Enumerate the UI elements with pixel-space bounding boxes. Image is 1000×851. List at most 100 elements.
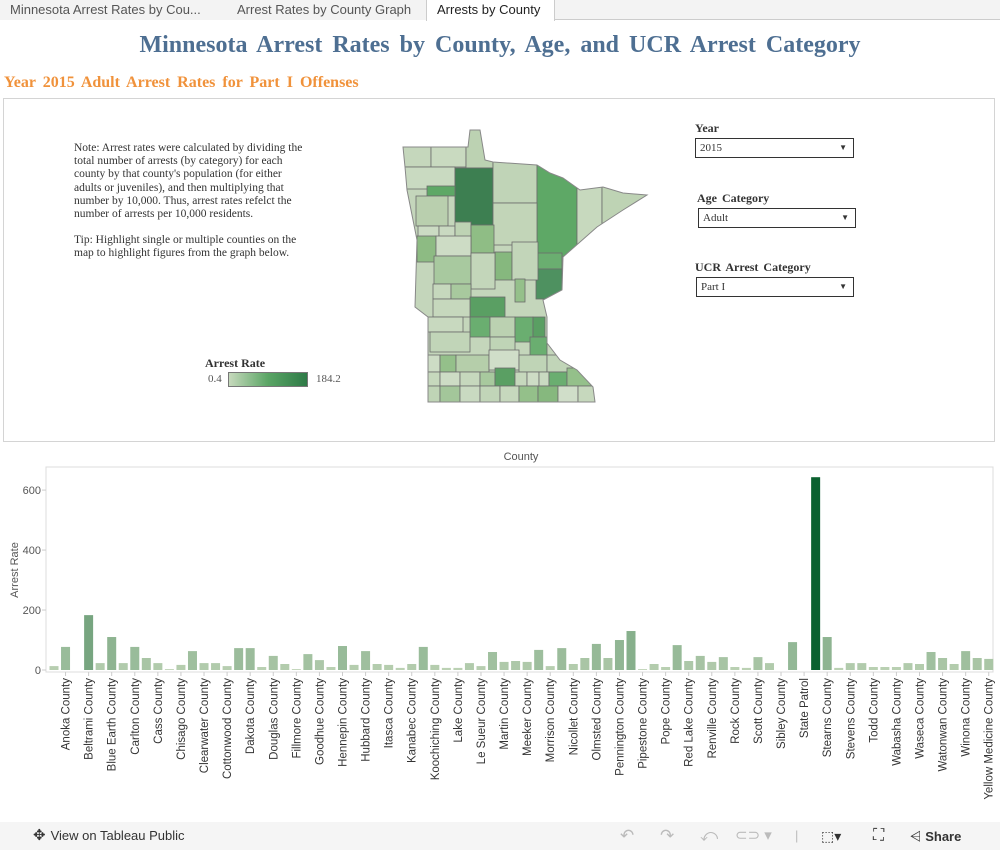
bar[interactable]	[199, 663, 209, 670]
bar[interactable]	[153, 663, 163, 670]
county-shapes[interactable]	[400, 125, 655, 410]
bar[interactable]	[441, 667, 451, 670]
bar[interactable]	[557, 648, 567, 670]
bar[interactable]	[695, 655, 705, 670]
bar[interactable]	[476, 666, 486, 670]
ucr-dropdown[interactable]: Part I ▼	[696, 277, 854, 297]
bar[interactable]	[326, 667, 336, 670]
bar[interactable]	[395, 667, 405, 670]
bar[interactable]	[626, 631, 636, 670]
year-dropdown[interactable]: 2015 ▼	[695, 138, 854, 158]
bar[interactable]	[614, 640, 624, 670]
bar[interactable]	[499, 661, 509, 670]
bar[interactable]	[961, 651, 971, 670]
bar[interactable]	[118, 663, 128, 670]
bar[interactable]	[107, 637, 117, 670]
bar[interactable]	[511, 661, 521, 670]
arrest-rate-bar-chart[interactable]: Arrest Rate 0 200 400 600 Anoka County Beltr…	[0, 460, 1000, 820]
tab-minnesota-arrest-rates[interactable]: Minnesota Arrest Rates by Cou...	[0, 0, 228, 20]
bar[interactable]	[984, 658, 994, 670]
bar[interactable]	[453, 667, 463, 670]
bar[interactable]	[384, 664, 394, 670]
bar[interactable]	[211, 663, 221, 670]
age-dropdown[interactable]: Adult ▼	[698, 208, 856, 228]
download-icon[interactable]: ⬚▾	[821, 828, 842, 844]
bar[interactable]	[164, 669, 174, 670]
bar[interactable]	[753, 657, 763, 670]
bar[interactable]	[580, 658, 590, 670]
bar[interactable]	[418, 646, 428, 670]
x-tick-label: Clearwater County	[199, 678, 211, 773]
bar[interactable]	[488, 652, 498, 670]
bar[interactable]	[314, 660, 324, 670]
bar[interactable]	[349, 664, 359, 670]
bar[interactable]	[280, 664, 290, 670]
bar[interactable]	[788, 642, 798, 670]
bar[interactable]	[245, 648, 255, 670]
bar[interactable]	[222, 666, 232, 670]
bar[interactable]	[303, 654, 313, 670]
redo-icon[interactable]: ↷	[660, 826, 675, 845]
bar[interactable]	[257, 667, 267, 670]
bar[interactable]	[903, 663, 913, 670]
bar[interactable]	[707, 661, 717, 670]
bar[interactable]	[845, 663, 855, 670]
view-on-tableau-button[interactable]: ✥ View on Tableau Public	[33, 822, 185, 850]
bar[interactable]	[522, 661, 532, 670]
bar[interactable]	[130, 646, 140, 670]
bar[interactable]	[926, 652, 936, 670]
fullscreen-icon[interactable]: ⛶	[873, 827, 885, 844]
bar[interactable]	[684, 661, 694, 670]
minnesota-county-map[interactable]	[395, 125, 655, 410]
refresh-icon[interactable]: ⊂⊃ ▾	[735, 827, 772, 844]
bar[interactable]	[268, 655, 278, 670]
bar[interactable]	[811, 477, 821, 670]
bar[interactable]	[880, 667, 890, 670]
bar[interactable]	[84, 615, 94, 670]
undo-icon[interactable]: ↶	[620, 826, 635, 845]
bar[interactable]	[891, 667, 901, 670]
bar[interactable]	[603, 658, 613, 670]
bar[interactable]	[834, 667, 844, 670]
x-tick-label: Nicollet County	[568, 678, 580, 756]
bar[interactable]	[661, 667, 671, 670]
bar[interactable]	[822, 637, 832, 670]
bar[interactable]	[338, 646, 347, 670]
revert-icon[interactable]: ⤺	[700, 826, 719, 845]
bar[interactable]	[464, 663, 474, 670]
bar[interactable]	[972, 658, 982, 670]
tab-arrests-by-county[interactable]: Arrests by County	[426, 0, 555, 21]
bar[interactable]	[868, 667, 878, 670]
bar[interactable]	[545, 666, 555, 670]
bar[interactable]	[568, 664, 578, 670]
bar[interactable]	[95, 663, 105, 670]
bar[interactable]	[730, 667, 740, 670]
bar[interactable]	[291, 669, 301, 670]
chevron-down-icon: ▼	[839, 143, 847, 152]
bar[interactable]	[638, 669, 648, 670]
bar[interactable]	[718, 657, 728, 670]
bar[interactable]	[361, 651, 371, 670]
bar[interactable]	[49, 666, 59, 670]
bar[interactable]	[234, 648, 244, 670]
bar[interactable]	[672, 645, 682, 670]
bar[interactable]	[857, 663, 867, 670]
bar[interactable]	[187, 651, 197, 670]
bar[interactable]	[949, 664, 959, 670]
share-button[interactable]: ⩤ Share	[910, 822, 961, 850]
bar[interactable]	[649, 664, 659, 670]
bar[interactable]	[61, 646, 71, 670]
tab-arrest-rates-graph[interactable]: Arrest Rates by County Graph	[227, 0, 427, 20]
bar[interactable]	[591, 643, 601, 670]
bar[interactable]	[407, 664, 417, 670]
bar[interactable]	[430, 664, 440, 670]
bar[interactable]	[938, 658, 948, 670]
bar[interactable]	[764, 663, 774, 670]
x-tick-label: Douglas County	[268, 678, 280, 760]
bar[interactable]	[141, 658, 151, 670]
bar[interactable]	[176, 664, 186, 670]
bar[interactable]	[741, 667, 751, 670]
bar[interactable]	[534, 649, 544, 670]
bar[interactable]	[915, 664, 924, 670]
bar[interactable]	[372, 664, 382, 670]
